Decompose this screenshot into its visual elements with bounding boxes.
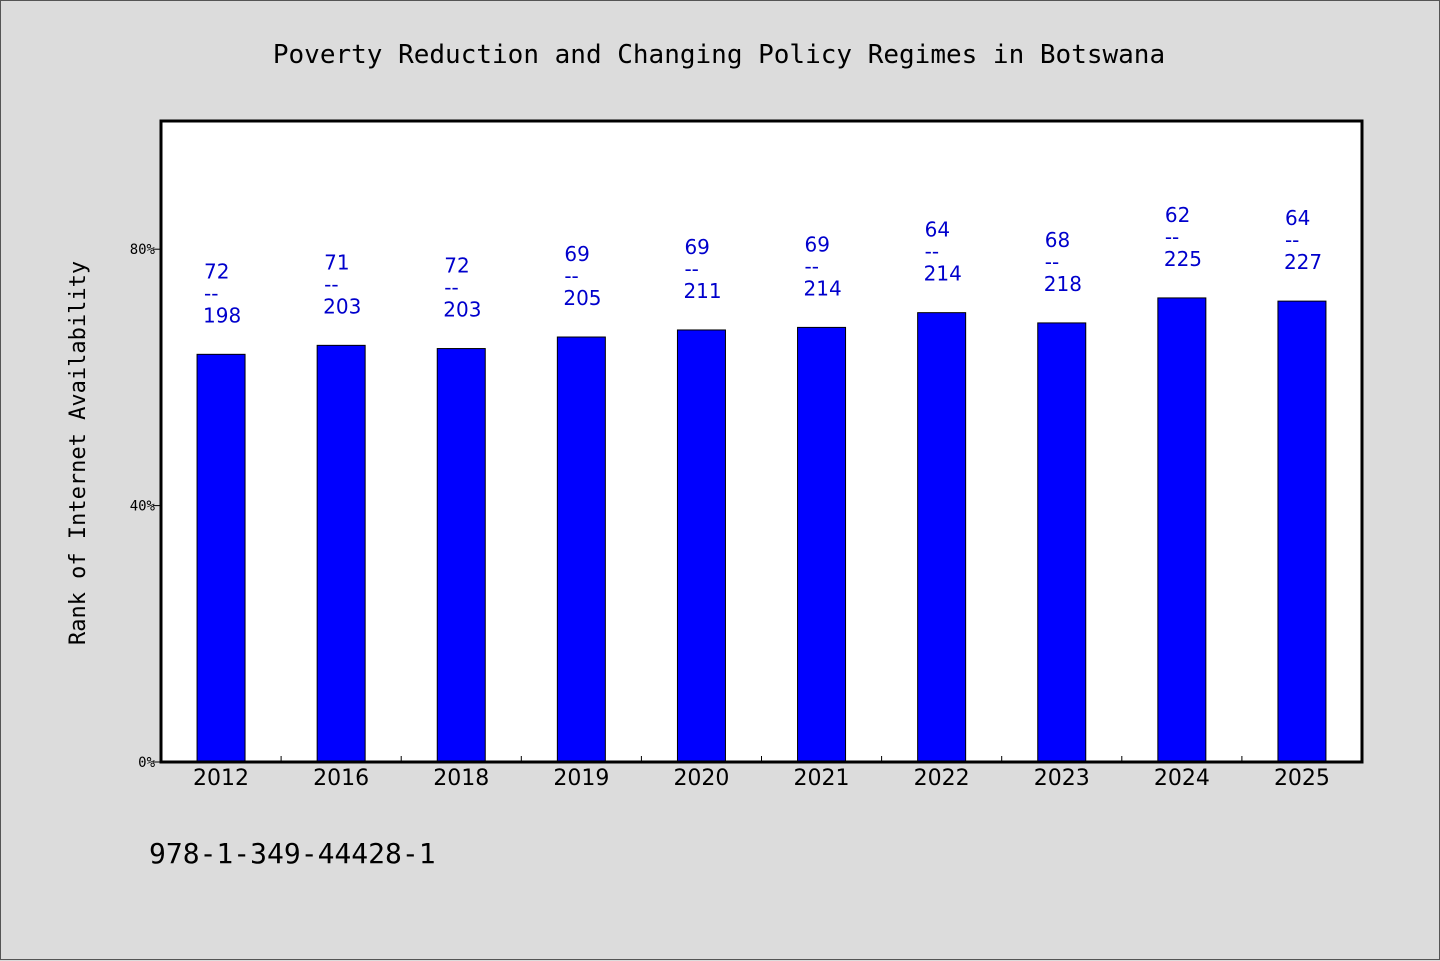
x-tick-label: 2012 bbox=[193, 766, 249, 791]
y-axis-label: Rank of Internet Availability bbox=[66, 261, 91, 645]
data-label-bottom: 198 bbox=[203, 303, 241, 327]
data-label-top: 69 bbox=[805, 232, 830, 256]
y-tick-label: 40% bbox=[130, 499, 156, 515]
data-label-top: 71 bbox=[324, 250, 349, 274]
isbn-footer: 978-1-349-44428-1 bbox=[149, 837, 436, 870]
x-axis-ticks: 2012 2016 2018 2019 2020 2021 2022 2023 2024 2025 bbox=[193, 756, 1330, 791]
data-label-mid: -- bbox=[805, 254, 819, 278]
bar bbox=[196, 353, 246, 763]
data-label-mid: -- bbox=[1285, 228, 1299, 252]
x-tick-label: 2016 bbox=[313, 766, 369, 791]
data-label-top: 69 bbox=[684, 235, 709, 259]
data-label-bottom: 205 bbox=[563, 286, 601, 310]
data-label-mid: -- bbox=[564, 264, 578, 288]
data-label-mid: -- bbox=[324, 272, 338, 296]
data-label-top: 64 bbox=[1285, 206, 1310, 230]
data-label-top: 72 bbox=[204, 259, 229, 283]
data-labels: 72--19871--20372--20369--20569--21169--2… bbox=[203, 203, 1322, 327]
bar bbox=[556, 336, 606, 763]
data-label-mid: -- bbox=[684, 257, 698, 281]
data-label-mid: -- bbox=[444, 276, 458, 300]
data-label-bottom: 214 bbox=[804, 276, 842, 300]
data-label-mid: -- bbox=[1045, 250, 1059, 274]
data-label-bottom: 227 bbox=[1284, 250, 1322, 274]
x-tick-label: 2019 bbox=[553, 766, 609, 791]
x-tick-label: 2025 bbox=[1274, 766, 1330, 791]
bar-series bbox=[196, 297, 1327, 763]
data-label-mid: -- bbox=[1165, 225, 1179, 249]
data-label-top: 72 bbox=[444, 254, 469, 278]
x-tick-label: 2023 bbox=[1034, 766, 1090, 791]
y-tick-label: 0% bbox=[138, 755, 155, 771]
data-label-bottom: 203 bbox=[323, 294, 361, 318]
x-tick-label: 2018 bbox=[433, 766, 489, 791]
bar bbox=[1277, 300, 1327, 763]
data-label-bottom: 214 bbox=[924, 262, 962, 286]
bar bbox=[1157, 297, 1207, 763]
data-label-top: 62 bbox=[1165, 203, 1190, 227]
x-tick-label: 2021 bbox=[794, 766, 850, 791]
y-axis-ticks: 0% 40% 80% bbox=[130, 242, 161, 771]
bar bbox=[676, 329, 726, 763]
data-label-bottom: 218 bbox=[1044, 272, 1082, 296]
x-tick-label: 2022 bbox=[914, 766, 970, 791]
x-tick-label: 2024 bbox=[1154, 766, 1210, 791]
bar bbox=[1037, 322, 1087, 763]
data-label-bottom: 225 bbox=[1164, 247, 1202, 271]
bar bbox=[436, 348, 486, 763]
data-label-top: 68 bbox=[1045, 228, 1070, 252]
bar bbox=[917, 312, 967, 763]
x-tick-label: 2020 bbox=[673, 766, 729, 791]
data-label-bottom: 211 bbox=[683, 279, 721, 303]
data-label-top: 64 bbox=[925, 218, 950, 242]
data-label-bottom: 203 bbox=[443, 298, 481, 322]
data-label-mid: -- bbox=[925, 240, 939, 264]
data-label-top: 69 bbox=[564, 242, 589, 266]
y-tick-label: 80% bbox=[130, 242, 156, 258]
plot-border bbox=[159, 119, 1364, 764]
bar bbox=[316, 344, 366, 763]
chart-title: Poverty Reduction and Changing Policy Re… bbox=[273, 40, 1165, 70]
bar bbox=[797, 326, 847, 763]
data-label-mid: -- bbox=[204, 281, 218, 305]
